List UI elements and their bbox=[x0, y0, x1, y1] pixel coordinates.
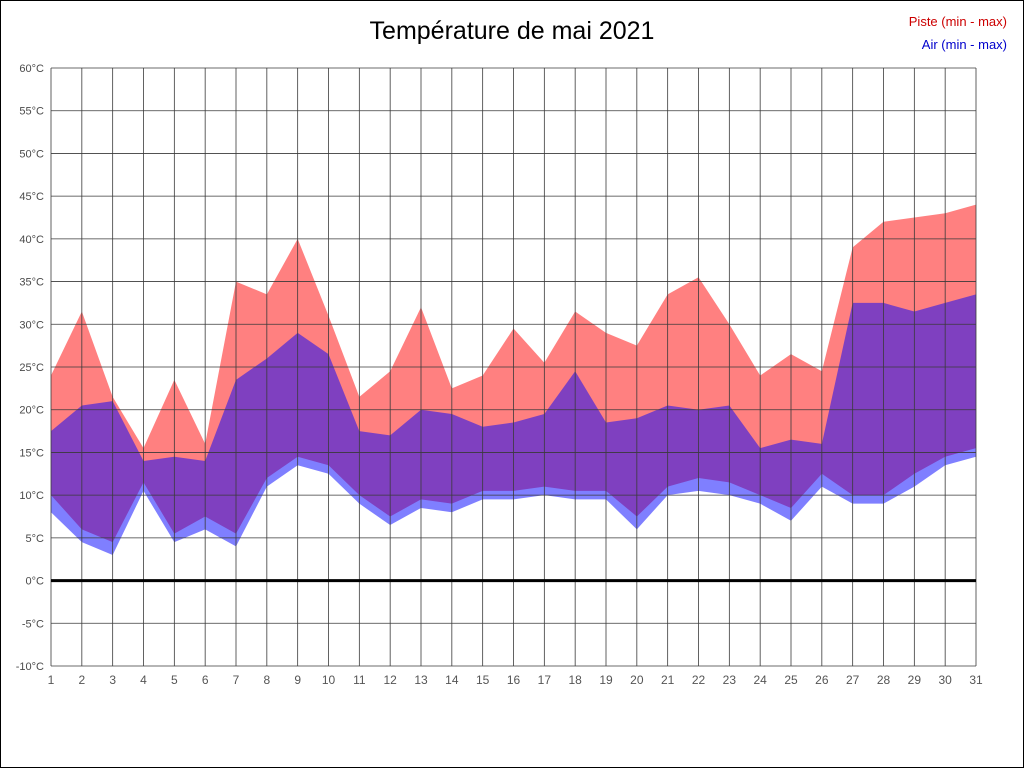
x-tick-label: 11 bbox=[353, 673, 366, 687]
x-tick-label: 31 bbox=[969, 673, 983, 687]
chart-title: Température de mai 2021 bbox=[369, 17, 655, 45]
x-tick-label: 21 bbox=[661, 673, 675, 687]
x-tick-label: 26 bbox=[815, 673, 829, 687]
x-tick-label: 3 bbox=[109, 673, 116, 687]
x-tick-label: 4 bbox=[140, 673, 147, 687]
y-tick-label: 5°C bbox=[26, 533, 45, 545]
x-tick-label: 30 bbox=[938, 673, 952, 687]
y-tick-label: 25°C bbox=[19, 362, 44, 374]
x-tick-label: 9 bbox=[294, 673, 301, 687]
y-tick-label: 60°C bbox=[19, 63, 44, 75]
x-tick-label: 13 bbox=[414, 673, 428, 687]
x-tick-label: 19 bbox=[599, 673, 613, 687]
x-tick-label: 5 bbox=[171, 673, 178, 687]
x-tick-label: 12 bbox=[383, 673, 397, 687]
x-tick-label: 2 bbox=[78, 673, 85, 687]
y-tick-label: 35°C bbox=[19, 277, 44, 289]
legend-item-piste: Piste (min - max) bbox=[908, 14, 1007, 29]
y-tick-label: 40°C bbox=[19, 234, 44, 246]
y-tick-label: 0°C bbox=[26, 576, 45, 588]
y-tick-label: 30°C bbox=[19, 319, 44, 331]
x-tick-label: 20 bbox=[630, 673, 644, 687]
legend: Piste (min - max) Air (min - max) bbox=[909, 11, 1007, 57]
x-tick-label: 25 bbox=[784, 673, 798, 687]
x-tick-label: 24 bbox=[753, 673, 767, 687]
x-tick-label: 10 bbox=[322, 673, 336, 687]
y-tick-label: 45°C bbox=[19, 191, 44, 203]
x-tick-label: 15 bbox=[476, 673, 490, 687]
y-tick-label: -10°C bbox=[16, 661, 44, 673]
y-tick-label: -5°C bbox=[22, 618, 44, 630]
x-tick-label: 29 bbox=[908, 673, 922, 687]
x-tick-label: 27 bbox=[846, 673, 860, 687]
x-tick-label: 22 bbox=[692, 673, 706, 687]
x-tick-label: 18 bbox=[568, 673, 582, 687]
y-tick-label: 15°C bbox=[19, 447, 44, 459]
x-tick-label: 8 bbox=[263, 673, 270, 687]
y-tick-label: 20°C bbox=[19, 405, 44, 417]
x-tick-label: 7 bbox=[233, 673, 240, 687]
x-tick-label: 28 bbox=[877, 673, 891, 687]
legend-item-air: Air (min - max) bbox=[921, 36, 1007, 52]
y-tick-label: 50°C bbox=[19, 148, 44, 160]
y-tick-label: 10°C bbox=[19, 490, 44, 502]
x-tick-label: 16 bbox=[507, 673, 521, 687]
x-tick-label: 6 bbox=[202, 673, 209, 687]
x-tick-label: 17 bbox=[538, 673, 552, 687]
x-tick-label: 23 bbox=[723, 673, 737, 687]
y-tick-label: 55°C bbox=[19, 106, 44, 118]
x-tick-label: 1 bbox=[48, 673, 55, 687]
x-tick-label: 14 bbox=[445, 673, 459, 687]
